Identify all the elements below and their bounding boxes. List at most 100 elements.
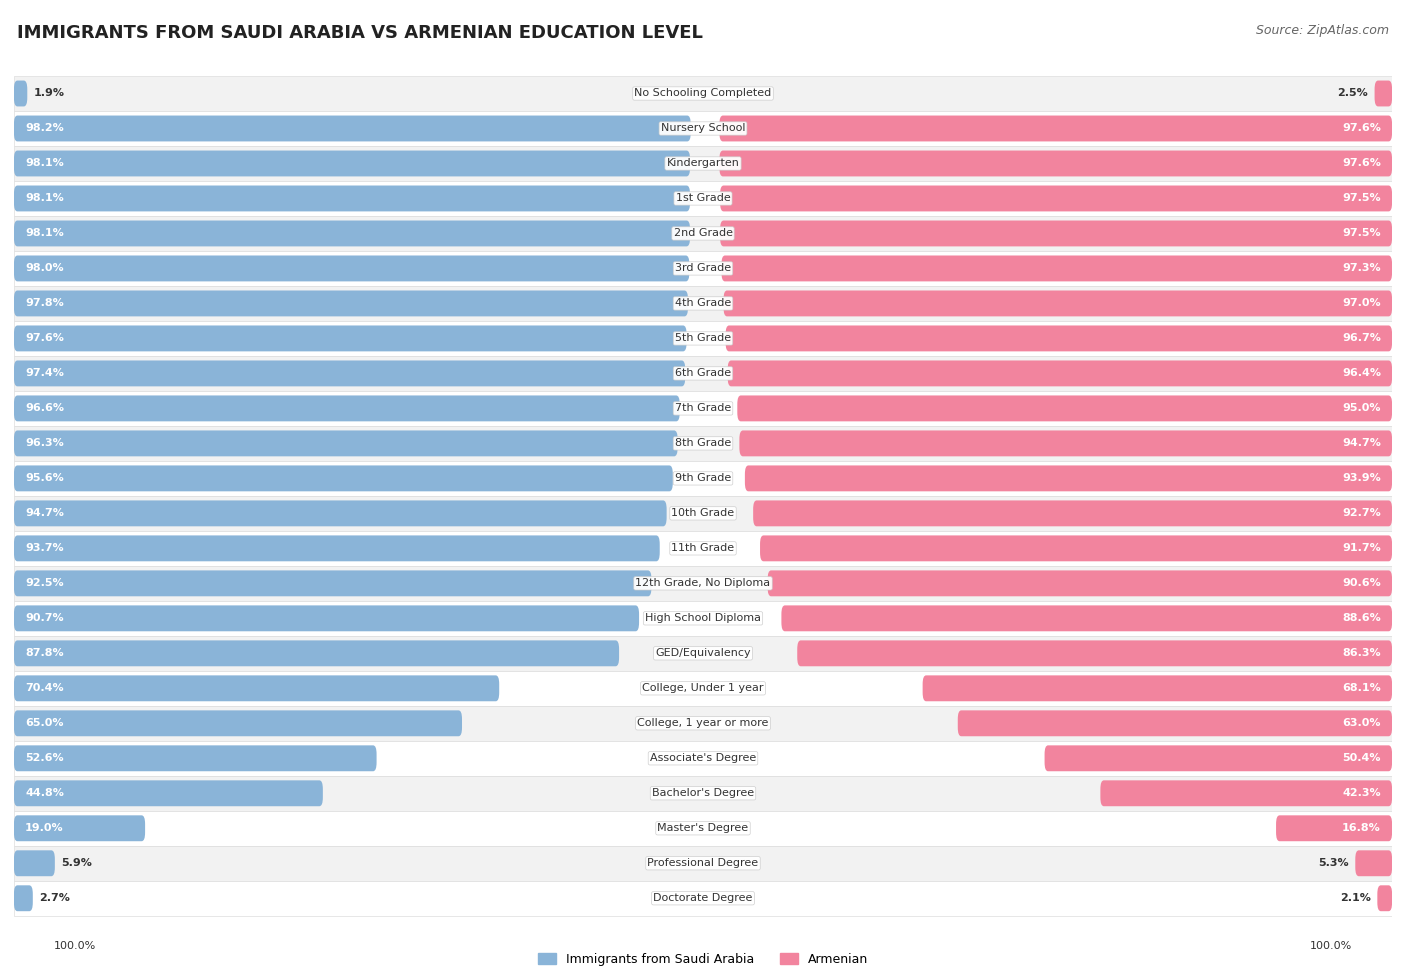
FancyBboxPatch shape [14,361,685,386]
FancyBboxPatch shape [14,115,690,141]
Text: 98.1%: 98.1% [25,228,63,239]
Text: 88.6%: 88.6% [1343,613,1381,623]
Text: 96.6%: 96.6% [25,404,65,413]
FancyBboxPatch shape [14,255,689,282]
FancyBboxPatch shape [740,430,1392,456]
FancyBboxPatch shape [14,430,678,456]
FancyBboxPatch shape [725,326,1392,351]
FancyBboxPatch shape [14,150,690,176]
Text: 68.1%: 68.1% [1343,683,1381,693]
FancyBboxPatch shape [720,220,1392,247]
Bar [14,671,1392,706]
FancyBboxPatch shape [14,605,640,631]
Text: 100.0%: 100.0% [53,941,96,951]
Bar [14,566,1392,601]
Bar [14,111,1392,146]
FancyBboxPatch shape [1355,850,1392,877]
Text: 86.3%: 86.3% [1343,648,1381,658]
FancyBboxPatch shape [14,570,651,597]
FancyBboxPatch shape [14,220,690,247]
FancyBboxPatch shape [14,815,145,841]
Text: 52.6%: 52.6% [25,754,63,763]
Text: 97.6%: 97.6% [1343,159,1381,169]
Text: 97.6%: 97.6% [25,333,63,343]
Text: Nursery School: Nursery School [661,124,745,134]
FancyBboxPatch shape [14,780,323,806]
Text: 87.8%: 87.8% [25,648,63,658]
FancyBboxPatch shape [14,745,377,771]
FancyBboxPatch shape [1378,885,1392,912]
Text: 70.4%: 70.4% [25,683,63,693]
Bar [14,356,1392,391]
Text: 6th Grade: 6th Grade [675,369,731,378]
Text: 98.1%: 98.1% [25,193,63,204]
Text: Professional Degree: Professional Degree [647,858,759,869]
FancyBboxPatch shape [14,185,690,212]
Text: Associate's Degree: Associate's Degree [650,754,756,763]
FancyBboxPatch shape [754,500,1392,526]
Text: College, Under 1 year: College, Under 1 year [643,683,763,693]
FancyBboxPatch shape [720,115,1392,141]
Text: 96.4%: 96.4% [1341,369,1381,378]
Text: Master's Degree: Master's Degree [658,823,748,834]
Text: Doctorate Degree: Doctorate Degree [654,893,752,903]
Text: 5.3%: 5.3% [1317,858,1348,869]
Text: No Schooling Completed: No Schooling Completed [634,89,772,98]
Text: 11th Grade: 11th Grade [672,543,734,554]
Text: 16.8%: 16.8% [1343,823,1381,834]
Bar [14,706,1392,741]
Text: 19.0%: 19.0% [25,823,63,834]
Bar [14,601,1392,636]
FancyBboxPatch shape [745,465,1392,491]
FancyBboxPatch shape [14,396,679,421]
Bar [14,215,1392,251]
Text: 91.7%: 91.7% [1343,543,1381,554]
FancyBboxPatch shape [14,535,659,562]
FancyBboxPatch shape [14,850,55,877]
FancyBboxPatch shape [797,641,1392,666]
Bar [14,776,1392,811]
Bar [14,251,1392,286]
FancyBboxPatch shape [720,150,1392,176]
FancyBboxPatch shape [721,255,1392,282]
Bar [14,321,1392,356]
FancyBboxPatch shape [728,361,1392,386]
FancyBboxPatch shape [14,500,666,526]
Text: 98.1%: 98.1% [25,159,63,169]
Text: 5.9%: 5.9% [62,858,93,869]
Text: 44.8%: 44.8% [25,789,63,799]
Text: 97.3%: 97.3% [1343,263,1381,273]
Bar [14,146,1392,181]
Text: 5th Grade: 5th Grade [675,333,731,343]
Text: 2.1%: 2.1% [1340,893,1371,903]
Text: 98.0%: 98.0% [25,263,63,273]
Text: High School Diploma: High School Diploma [645,613,761,623]
FancyBboxPatch shape [1277,815,1392,841]
Text: 96.7%: 96.7% [1343,333,1381,343]
Text: 50.4%: 50.4% [1343,754,1381,763]
Text: 97.5%: 97.5% [1343,228,1381,239]
Text: 93.9%: 93.9% [1343,474,1381,484]
FancyBboxPatch shape [957,711,1392,736]
FancyBboxPatch shape [1101,780,1392,806]
FancyBboxPatch shape [922,676,1392,701]
Bar [14,880,1392,916]
FancyBboxPatch shape [761,535,1392,562]
FancyBboxPatch shape [14,885,32,912]
Bar [14,636,1392,671]
Text: 2.7%: 2.7% [39,893,70,903]
Text: GED/Equivalency: GED/Equivalency [655,648,751,658]
Bar [14,286,1392,321]
Bar [14,76,1392,111]
Text: 90.7%: 90.7% [25,613,63,623]
Text: 10th Grade: 10th Grade [672,508,734,519]
Bar [14,530,1392,566]
Text: 96.3%: 96.3% [25,439,63,448]
Bar [14,391,1392,426]
Text: Bachelor's Degree: Bachelor's Degree [652,789,754,799]
Text: 4th Grade: 4th Grade [675,298,731,308]
Text: 7th Grade: 7th Grade [675,404,731,413]
FancyBboxPatch shape [14,326,686,351]
Text: 95.0%: 95.0% [1343,404,1381,413]
Text: IMMIGRANTS FROM SAUDI ARABIA VS ARMENIAN EDUCATION LEVEL: IMMIGRANTS FROM SAUDI ARABIA VS ARMENIAN… [17,24,703,42]
